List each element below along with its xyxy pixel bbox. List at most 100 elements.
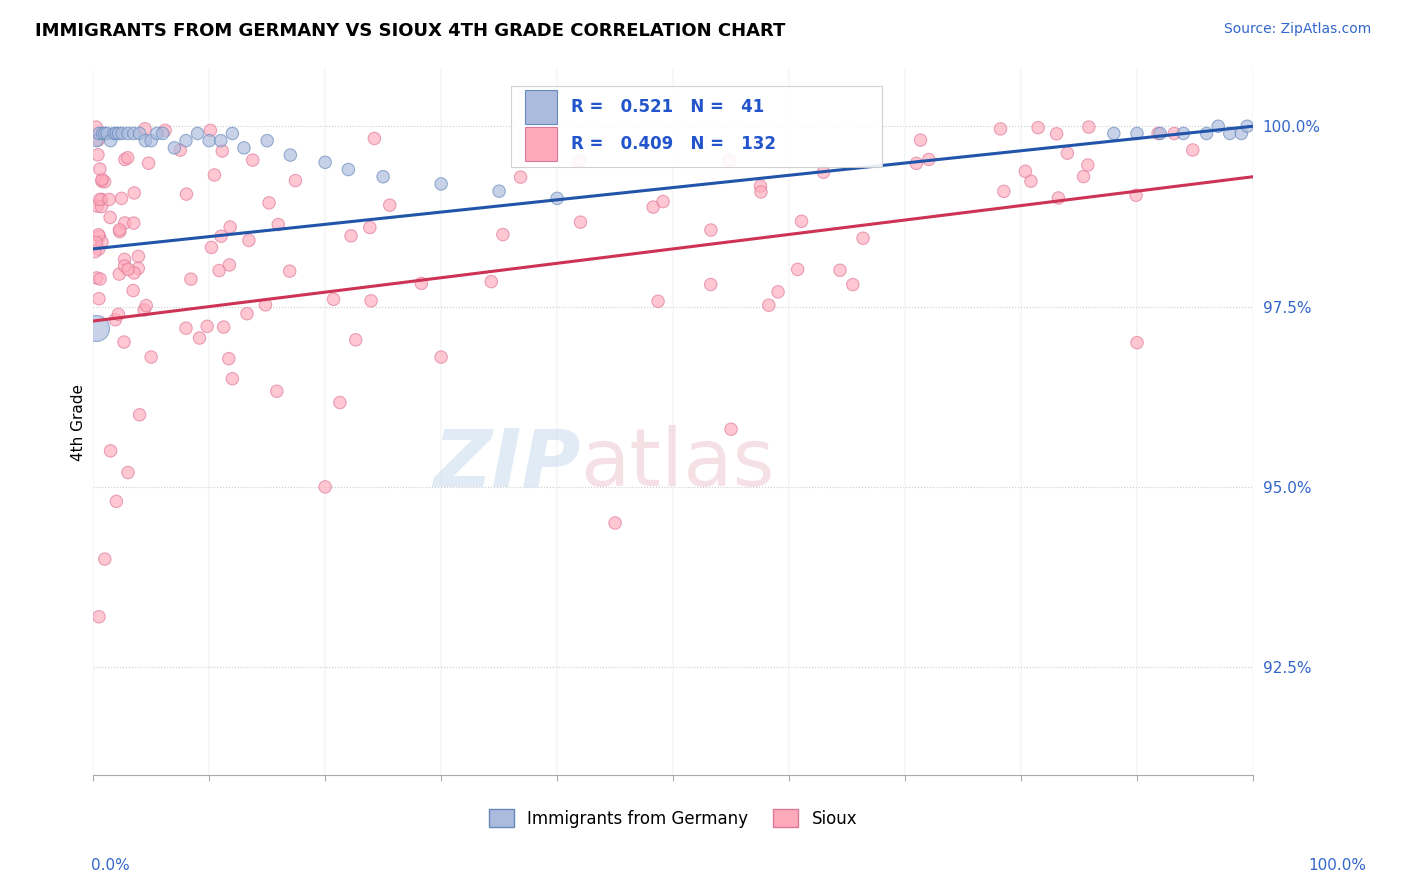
Point [135,299,157,313]
Point [371,169,394,184]
Point [188,331,211,345]
Point [236,307,259,321]
Point [479,275,502,289]
Point [180,272,202,286]
Point [1125,188,1147,202]
Point [344,333,367,347]
Point [1126,127,1149,141]
Point [114,252,136,267]
Point [1173,127,1195,141]
Point [128,127,150,141]
Point [786,262,808,277]
Point [174,321,197,335]
Point [509,170,531,185]
Point [411,277,433,291]
Point [87,127,110,141]
Point [314,480,336,494]
Point [114,153,136,167]
Text: Source: ZipAtlas.com: Source: ZipAtlas.com [1223,22,1371,37]
Point [138,156,160,170]
Point [134,302,156,317]
Point [643,200,665,214]
Point [100,134,122,148]
Point [122,216,145,230]
Point [86,134,108,148]
Point [278,264,301,278]
Point [122,284,145,298]
Point [169,143,191,157]
Point [1206,120,1229,134]
Point [905,156,928,170]
Point [1026,120,1049,135]
Y-axis label: 4th Grade: 4th Grade [72,384,86,460]
Point [910,133,932,147]
Text: ZIP: ZIP [433,425,581,503]
FancyBboxPatch shape [510,87,882,168]
Point [647,294,669,309]
Point [1056,146,1078,161]
Point [103,127,125,141]
Point [84,244,107,259]
Point [86,271,108,285]
Point [117,262,139,277]
Point [1019,174,1042,188]
Point [89,193,111,207]
Point [87,227,110,242]
Point [117,151,139,165]
Point [813,165,835,179]
Point [430,350,453,364]
Point [700,223,723,237]
Point [340,228,363,243]
Point [284,173,307,187]
Point [359,220,381,235]
Point [1149,127,1171,141]
Point [112,334,135,349]
Point [122,127,145,141]
Point [87,292,110,306]
Point [314,155,336,169]
Point [87,242,110,256]
Point [219,220,242,235]
Point [212,320,235,334]
Legend: Immigrants from Germany, Sioux: Immigrants from Germany, Sioux [482,803,863,834]
Point [363,131,385,145]
Point [720,422,742,436]
Point [134,134,156,148]
Point [1230,127,1253,141]
Point [758,298,780,312]
Point [127,249,149,263]
Point [546,191,568,205]
Point [257,195,280,210]
Point [198,134,221,148]
Point [84,235,107,250]
Point [96,127,118,141]
Point [89,272,111,286]
Point [114,216,136,230]
Text: 100.0%: 100.0% [1309,858,1367,872]
Point [1047,191,1070,205]
Point [90,193,112,207]
Point [918,153,941,167]
Point [337,162,360,177]
Point [152,127,174,141]
Point [94,552,117,566]
Point [91,172,114,186]
Bar [524,128,557,161]
Point [1163,127,1185,141]
Point [146,127,169,141]
Text: atlas: atlas [581,425,775,503]
Point [1195,127,1218,141]
Text: IMMIGRANTS FROM GERMANY VS SIOUX 4TH GRADE CORRELATION CHART: IMMIGRANTS FROM GERMANY VS SIOUX 4TH GRA… [35,22,786,40]
Point [322,293,344,307]
Point [98,193,121,207]
Point [122,186,145,200]
Point [128,408,150,422]
Point [1077,120,1099,134]
Point [94,127,117,141]
Point [93,175,115,189]
Point [254,298,277,312]
Text: 0.0%: 0.0% [91,858,131,872]
Point [266,384,288,399]
Point [105,494,128,508]
Point [993,185,1015,199]
